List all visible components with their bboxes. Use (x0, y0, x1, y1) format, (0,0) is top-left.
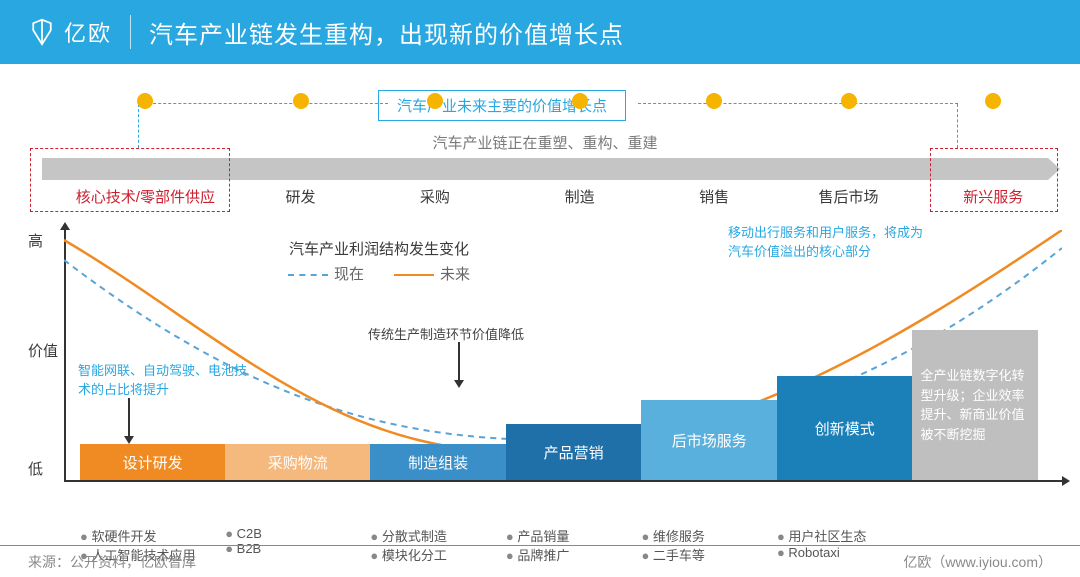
timeline-label: 采购 (420, 186, 450, 207)
diagram-stage: 汽车产业未来主要的价值增长点 汽车产业链正在重塑、重构、重建 核心技术/零部件供… (28, 90, 1062, 520)
timeline-dot (706, 93, 722, 109)
timeline-dot (137, 93, 153, 109)
timeline-dot (841, 93, 857, 109)
logo-icon (28, 18, 56, 46)
bullet-item: 用户社区生态 (777, 526, 922, 545)
bullet-item: 产品销量 (506, 526, 651, 545)
callout-box: 汽车产业未来主要的价值增长点 (378, 90, 626, 121)
y-label-low: 低 (28, 458, 43, 479)
footer: 来源：公开资料，亿欧智库 亿欧（www.iyiou.com） (0, 545, 1080, 577)
bar: 创新模式 (777, 376, 913, 480)
bar: 后市场服务 (641, 400, 777, 480)
timeline-dot (572, 93, 588, 109)
timeline-dot (985, 93, 1001, 109)
bullet-item: 软硬件开发 (80, 526, 225, 545)
bullet-item: 维修服务 (641, 526, 786, 545)
y-label-mid: 价值 (28, 340, 58, 361)
timeline-label: 售后市场 (819, 186, 879, 207)
timeline-dot (427, 93, 443, 109)
bullet-item: C2B (225, 526, 370, 541)
timeline-dot (293, 93, 309, 109)
brand-logo: 亿欧 (28, 16, 112, 48)
legend: 汽车产业利润结构发生变化 现在 未来 (288, 238, 470, 284)
bar: 产品营销 (506, 424, 642, 480)
highlight-box-right (930, 148, 1058, 212)
brand-text: 亿欧 (64, 16, 112, 48)
highlight-box-left (30, 148, 230, 212)
bar-grey: 全产业链数字化转型升级；企业效率提升、新商业价值被不断挖掘 (912, 330, 1038, 480)
connector-right (638, 103, 958, 104)
legend-title: 汽车产业利润结构发生变化 (288, 238, 470, 259)
y-label-high: 高 (28, 230, 43, 251)
bullet-item: 分散式制造 (370, 526, 515, 545)
connector-left (138, 103, 388, 104)
header-divider (130, 15, 131, 49)
page-title: 汽车产业链发生重构，出现新的价值增长点 (149, 15, 624, 50)
header: 亿欧 汽车产业链发生重构，出现新的价值增长点 (0, 0, 1080, 64)
timeline-label: 制造 (565, 186, 595, 207)
footer-source: 来源：公开资料，亿欧智库 (28, 552, 196, 572)
bar: 设计研发 (80, 444, 225, 480)
anno-right: 移动出行服务和用户服务，将成为汽车价值溢出的核心部分 (728, 222, 928, 260)
bars-container: 设计研发采购物流制造组装产品营销后市场服务创新模式全产业链数字化转型升级；企业效… (80, 280, 1048, 480)
bar: 采购物流 (225, 444, 370, 480)
timeline-label: 研发 (285, 186, 315, 207)
timeline-label: 销售 (699, 186, 729, 207)
footer-brand: 亿欧（www.iyiou.com） (903, 552, 1052, 572)
value-chart: 高 价值 低 汽车产业利润结构发生变化 现在 未来 传统生产制造环节价值降低 智… (28, 230, 1062, 520)
bar: 制造组装 (370, 444, 506, 480)
